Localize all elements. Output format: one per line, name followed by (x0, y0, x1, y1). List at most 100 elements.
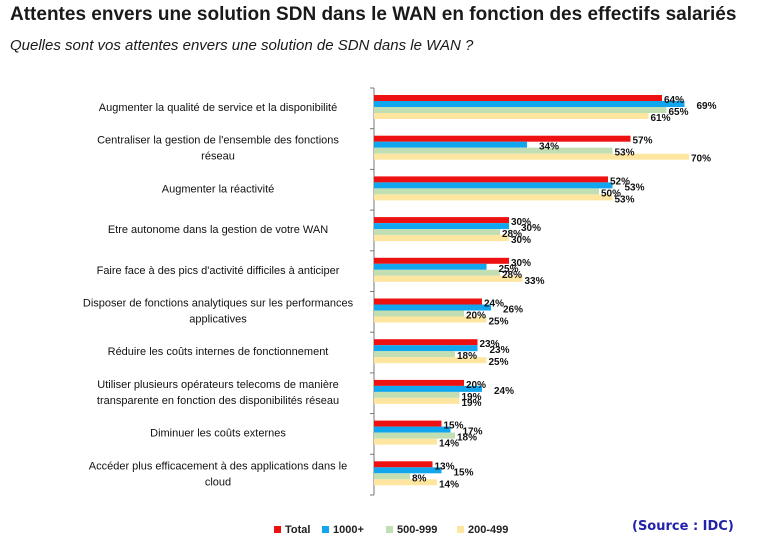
legend-swatch (386, 526, 393, 533)
legend-label: 500-999 (397, 524, 437, 536)
category-label: Diminuer les coûts externes (150, 428, 286, 440)
data-label: 23% (480, 339, 500, 350)
legend-label: 1000+ (333, 524, 364, 536)
source-note: (Source : IDC) (632, 519, 734, 534)
bar (374, 176, 608, 183)
data-label: 53% (615, 194, 635, 205)
bar (374, 339, 478, 346)
bar (374, 101, 685, 107)
bar (374, 135, 631, 142)
bar (374, 345, 478, 352)
bar (374, 467, 442, 474)
data-label: 57% (633, 136, 653, 147)
legend-label: 200-499 (468, 524, 508, 536)
category-label: Faire face à des pics d'activité diffici… (97, 265, 340, 277)
data-label: 50% (601, 188, 621, 199)
bar (374, 357, 487, 364)
bar (374, 269, 500, 276)
category-label: Centraliser la gestion de l'ensemble des… (97, 135, 339, 163)
bar (374, 95, 662, 101)
bar (374, 473, 410, 480)
category-label: Augmenter la réactivité (162, 183, 275, 195)
data-label: 34% (539, 142, 559, 153)
bar (374, 275, 523, 282)
bar (374, 426, 451, 433)
bar (374, 432, 455, 439)
data-label: 15% (454, 467, 474, 478)
data-label: 70% (691, 154, 711, 165)
bar (374, 397, 460, 404)
data-label: 20% (466, 380, 486, 391)
bar (374, 310, 464, 317)
data-label: 30% (511, 258, 531, 269)
legend-swatch (274, 526, 281, 533)
chart-title: Attentes envers une solution SDN dans le… (10, 4, 737, 25)
bar (374, 153, 689, 160)
category-label: Etre autonome dans la gestion de votre W… (108, 224, 328, 236)
bar (374, 257, 509, 264)
bar (374, 235, 509, 242)
bar (374, 194, 613, 201)
data-label: 30% (511, 217, 531, 228)
bar (374, 479, 437, 486)
legend-label: Total (285, 524, 310, 536)
data-label: 61% (651, 113, 671, 124)
data-label: 52% (610, 176, 630, 187)
data-label: 20% (466, 311, 486, 322)
bar (374, 223, 509, 230)
legend-swatch (322, 526, 329, 533)
data-label: 26% (503, 305, 523, 316)
legend-swatch (457, 526, 464, 533)
bar (374, 351, 455, 358)
bar (374, 298, 482, 305)
bar (374, 391, 460, 398)
bar (374, 438, 437, 445)
bar (374, 304, 491, 311)
data-label: 25% (499, 264, 519, 275)
data-label: 19% (462, 398, 482, 409)
bar (374, 461, 433, 468)
data-label: 53% (615, 148, 635, 159)
data-label: 64% (664, 95, 684, 106)
bar (374, 420, 442, 427)
bar (374, 385, 482, 392)
data-label: 19% (462, 392, 482, 403)
category-label: Augmenter la qualité de service et la di… (99, 102, 337, 114)
data-label: 25% (489, 357, 509, 368)
data-label: 8% (412, 473, 427, 484)
data-label: 28% (502, 229, 522, 240)
data-label: 13% (435, 461, 455, 472)
bar (374, 113, 649, 119)
data-label: 53% (625, 182, 645, 193)
data-label: 24% (494, 386, 514, 397)
data-label: 18% (457, 433, 477, 444)
bar (374, 188, 599, 195)
data-label: 24% (484, 299, 504, 310)
data-label: 18% (457, 351, 477, 362)
category-label: Utiliser plusieurs opérateurs telecoms d… (97, 379, 339, 407)
chart-subtitle: Quelles sont vos attentes envers une sol… (10, 37, 474, 54)
data-label: 15% (444, 421, 464, 432)
data-label: 69% (697, 101, 717, 112)
bar (374, 107, 667, 113)
data-label: 25% (489, 317, 509, 328)
data-label: 14% (439, 479, 459, 490)
bar (374, 316, 487, 323)
category-label: Réduire les coûts internes de fonctionne… (108, 346, 329, 358)
bar (374, 379, 464, 386)
bar (374, 147, 613, 154)
data-label: 30% (511, 235, 531, 246)
data-label: 14% (439, 439, 459, 450)
data-label: 28% (502, 270, 522, 281)
bar (374, 141, 527, 148)
category-label: Disposer de fonctions analytiques sur le… (83, 298, 354, 326)
data-label: 17% (463, 427, 483, 438)
bar (374, 263, 487, 270)
bar (374, 182, 613, 189)
data-label: 30% (521, 223, 541, 234)
data-label: 65% (669, 107, 689, 118)
data-label: 23% (490, 345, 510, 356)
bar (374, 229, 500, 236)
data-label: 33% (525, 276, 545, 287)
